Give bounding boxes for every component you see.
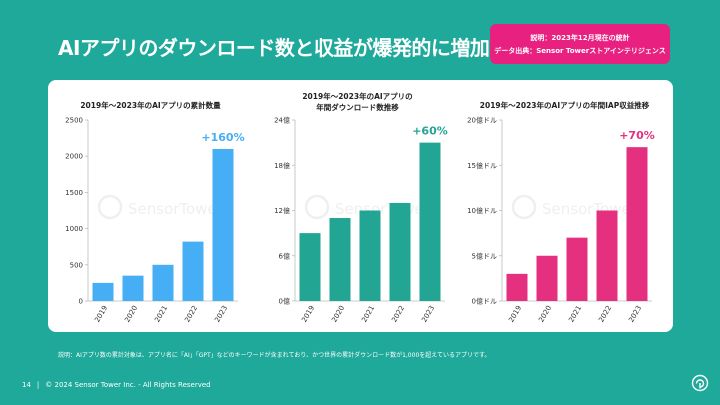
y-tick-label: 0億	[279, 297, 290, 306]
growth-annotation: +60%	[412, 125, 448, 138]
x-tick-label: 2019	[93, 304, 109, 323]
bar	[626, 147, 648, 301]
y-tick-label: 500	[70, 261, 83, 269]
y-tick-label: 6億	[279, 251, 290, 260]
x-tick-label: 2019	[507, 304, 523, 323]
chart-title: 2019年～2023年のAIアプリの 年間ダウンロード数推移	[255, 91, 460, 113]
source-note-badge: 説明：2023年12月現在の統計 データ出典：Sensor Towerストアイン…	[490, 24, 670, 64]
bar	[122, 275, 144, 301]
x-tick-label: 2021	[567, 304, 583, 323]
y-tick-label: 24億	[274, 116, 290, 125]
watermark-text: SensorTower	[128, 200, 224, 218]
bar	[299, 233, 321, 301]
page-number: 14	[22, 381, 31, 389]
note-source: データ出典：Sensor Towerストアインテリジェンス	[494, 47, 666, 55]
bar	[536, 255, 558, 301]
x-tick-label: 2022	[183, 304, 199, 323]
watermark-text: SensorTower	[335, 200, 431, 218]
chart-title: 2019年～2023年のAIアプリの年間IAP収益推移	[462, 100, 667, 111]
y-tick-label: 18億	[274, 161, 290, 170]
x-tick-label: 2020	[537, 304, 553, 323]
y-tick-label: 2000	[65, 153, 83, 161]
y-tick-label: 1000	[65, 225, 83, 233]
sensortower-logo-icon	[691, 374, 709, 392]
watermark-logo-icon	[511, 194, 537, 220]
x-tick-label: 2023	[213, 304, 229, 323]
copyright-text: © 2024 Sensor Tower Inc. - All Rights Re…	[45, 381, 211, 389]
note-description: 説明：2023年12月現在の統計	[530, 34, 630, 42]
y-tick-label: 5億ドル	[472, 251, 497, 260]
watermark-logo-icon	[304, 194, 330, 220]
chart-title-line: 2019年～2023年のAIアプリの累計数量	[80, 101, 221, 110]
bar	[566, 237, 588, 301]
bar	[329, 218, 351, 301]
growth-annotation: +160%	[201, 131, 244, 144]
x-tick-label: 2022	[390, 304, 406, 323]
x-tick-label: 2020	[123, 304, 139, 323]
chart-canvas: SensorTower 0億 6億 12億 18億 24億 2019 2020 2021 2022…	[274, 116, 448, 324]
chart-canvas: SensorTower 0 500 1000 1500 2000 2500 2019 2020 2…	[65, 117, 244, 324]
bar	[212, 148, 234, 301]
y-tick-label: 15億ドル	[467, 161, 497, 170]
page-title: AIアプリのダウンロード数と収益が爆発的に増加	[58, 36, 490, 60]
y-tick-label: 20億ドル	[467, 116, 497, 125]
chart-annual-iap-revenue: SensorTower 0億ドル 5億ドル 10億ドル 15億ドル 20億ドル 2019 20…	[462, 80, 667, 332]
y-tick-label: 1500	[65, 189, 83, 197]
charts-panel: SensorTower 0 500 1000 1500 2000 2500 2019 2020 2…	[48, 80, 673, 332]
chart-canvas: SensorTower 0億ドル 5億ドル 10億ドル 15億ドル 20億ドル 2019 20…	[467, 116, 655, 324]
footnote: 説明：AIアプリ数の累計対象は、アプリ名に「AI」「GPT」などのキーワードが含…	[58, 352, 491, 359]
y-tick-label: 2500	[65, 117, 83, 125]
x-tick-label: 2020	[330, 304, 346, 323]
x-tick-label: 2021	[360, 304, 376, 323]
x-tick-label: 2021	[153, 304, 169, 323]
chart-cumulative-apps: SensorTower 0 500 1000 1500 2000 2500 2019 2020 2…	[48, 80, 253, 332]
page-footer: 14 | © 2024 Sensor Tower Inc. - All Rights…	[22, 381, 211, 389]
watermark-logo-icon	[97, 194, 123, 220]
y-tick-label: 10億ドル	[467, 206, 497, 215]
x-tick-label: 2023	[627, 304, 643, 323]
growth-annotation: +70%	[619, 129, 655, 142]
bar	[152, 264, 174, 301]
y-tick-label: 12億	[274, 206, 290, 215]
chart-annual-downloads: SensorTower 0億 6億 12億 18億 24億 2019 2020 2021 2022…	[255, 80, 460, 332]
bar	[506, 273, 528, 301]
bar	[596, 210, 618, 301]
x-tick-label: 2023	[420, 304, 436, 323]
bar	[92, 282, 114, 301]
bar	[359, 210, 381, 301]
bar	[419, 142, 441, 301]
y-tick-label: 0	[79, 298, 83, 306]
chart-title: 2019年～2023年のAIアプリの累計数量	[48, 100, 253, 111]
watermark-logo: SensorTower	[97, 194, 224, 220]
bar	[182, 241, 204, 301]
chart-title-line: 2019年～2023年のAIアプリの年間IAP収益推移	[479, 101, 650, 110]
x-tick-label: 2022	[597, 304, 613, 323]
chart-title-line: 2019年～2023年のAIアプリの	[302, 92, 413, 101]
watermark-logo: SensorTower	[511, 194, 638, 220]
y-tick-label: 0億ドル	[472, 297, 497, 306]
bar	[389, 202, 411, 301]
footer-divider: |	[36, 381, 40, 389]
x-tick-label: 2019	[300, 304, 316, 323]
chart-title-line: 年間ダウンロード数推移	[316, 103, 399, 112]
watermark-text: SensorTower	[542, 200, 638, 218]
